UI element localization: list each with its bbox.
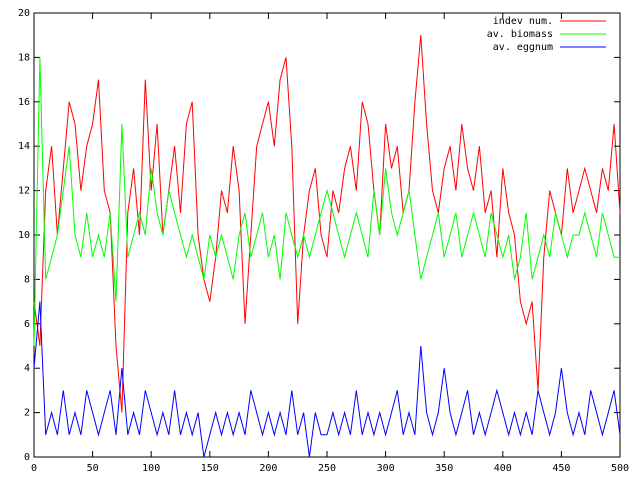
series-line <box>33 301 621 458</box>
x-tick-label: 400 <box>494 463 512 474</box>
y-tick-label: 14 <box>18 141 30 152</box>
legend-label: av. eggnum <box>493 42 553 53</box>
y-tick-label: 8 <box>24 274 30 285</box>
plot-border <box>33 12 621 458</box>
series-line <box>33 35 621 413</box>
x-tick-label: 450 <box>552 463 570 474</box>
y-tick-label: 4 <box>24 363 30 374</box>
x-tick-label: 250 <box>318 463 336 474</box>
y-tick-label: 18 <box>18 52 30 63</box>
series-line <box>33 57 620 347</box>
legend-label: indev num. <box>493 16 553 27</box>
y-tick-label: 20 <box>18 8 30 19</box>
y-tick-label: 6 <box>24 319 30 330</box>
x-tick-label: 0 <box>31 463 37 474</box>
legend-label: av. biomass <box>487 29 553 40</box>
x-tick-label: 200 <box>259 463 277 474</box>
y-tick-label: 0 <box>24 452 30 463</box>
y-tick-label: 16 <box>18 97 30 108</box>
x-tick-label: 350 <box>435 463 453 474</box>
x-tick-label: 50 <box>87 463 99 474</box>
x-tick-label: 300 <box>377 463 395 474</box>
x-tick-label: 100 <box>142 463 160 474</box>
x-tick-label: 500 <box>611 463 629 474</box>
y-tick-label: 12 <box>18 186 30 197</box>
y-tick-label: 10 <box>18 230 30 241</box>
x-tick-label: 150 <box>201 463 219 474</box>
y-tick-label: 2 <box>24 408 30 419</box>
